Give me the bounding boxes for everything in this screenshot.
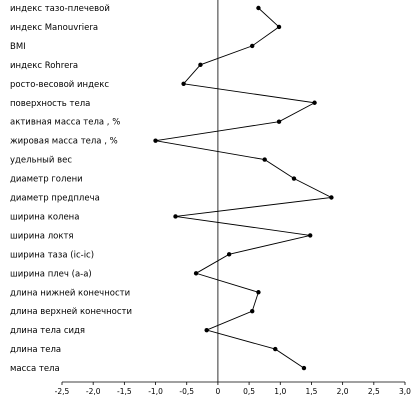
- x-tick-label: 1,0: [274, 387, 286, 396]
- category-label: длина верхней конечности: [10, 307, 132, 317]
- data-point: [250, 309, 255, 314]
- x-tick-label: -2,0: [86, 387, 101, 396]
- category-label: диаметр предплеча: [10, 194, 100, 204]
- data-points: [153, 5, 334, 371]
- category-label: индекс Rohrera: [10, 61, 78, 71]
- series-line: [155, 7, 333, 369]
- x-axis-ticks: -2,5 -2,0 -1,5 -1,0 -0,5 0 0,5 1,0 1,5 2,0 2,5 3,0: [55, 382, 411, 396]
- data-point: [198, 62, 203, 68]
- category-label: жировая масса тела , %: [10, 137, 118, 147]
- category-label: ширина колена: [10, 212, 79, 222]
- data-point: [193, 271, 199, 276]
- x-tick-label: 2,0: [337, 387, 349, 396]
- x-tick-label: 2,5: [368, 387, 380, 396]
- data-point: [181, 81, 186, 87]
- data-point: [204, 327, 209, 333]
- data-point: [226, 252, 232, 257]
- data-point: [312, 100, 317, 105]
- category-label: активная масса тела , %: [10, 118, 120, 128]
- category-label: длина тела: [10, 345, 61, 355]
- category-label: удельный вес: [10, 156, 72, 166]
- category-label: поверхность тела: [10, 99, 90, 109]
- category-labels: индекс тазо-плечевой индекс Manouvriera BM…: [10, 4, 132, 374]
- category-label: индекс Manouvriera: [10, 23, 98, 33]
- x-tick-label: 3,0: [399, 387, 411, 396]
- x-tick-label: -2,5: [55, 387, 70, 396]
- data-point: [291, 176, 297, 181]
- data-point: [276, 24, 282, 30]
- category-label: BMI: [10, 42, 26, 52]
- data-point: [256, 290, 261, 295]
- category-label: ширина локтя: [10, 231, 74, 241]
- category-label: росто-весовой индекс: [10, 80, 109, 90]
- category-label: ширина таза (ic-ic): [10, 250, 94, 260]
- x-tick-label: 0,5: [243, 387, 255, 396]
- data-point: [256, 5, 261, 11]
- x-tick-label: 1,5: [305, 387, 317, 396]
- x-tick-label: -1,5: [117, 387, 132, 396]
- data-point: [173, 214, 178, 219]
- category-label: диаметр голени: [10, 175, 83, 185]
- data-point: [329, 195, 334, 200]
- category-label: длина тела сидя: [10, 326, 85, 336]
- category-label: индекс тазо-плечевой: [10, 4, 110, 14]
- x-tick-label: -0,5: [179, 387, 194, 396]
- category-label: ширина плеч (a-a): [10, 269, 92, 279]
- category-label: масса тела: [10, 364, 60, 374]
- x-tick-label: 0: [216, 387, 221, 396]
- data-point: [153, 138, 158, 143]
- data-point: [276, 119, 282, 124]
- data-point: [262, 157, 267, 162]
- data-point: [301, 365, 307, 371]
- data-point: [273, 346, 278, 352]
- data-point: [308, 233, 313, 238]
- x-tick-label: -1,0: [148, 387, 163, 396]
- data-point: [250, 43, 255, 49]
- category-label: длина нижней конечности: [10, 288, 130, 298]
